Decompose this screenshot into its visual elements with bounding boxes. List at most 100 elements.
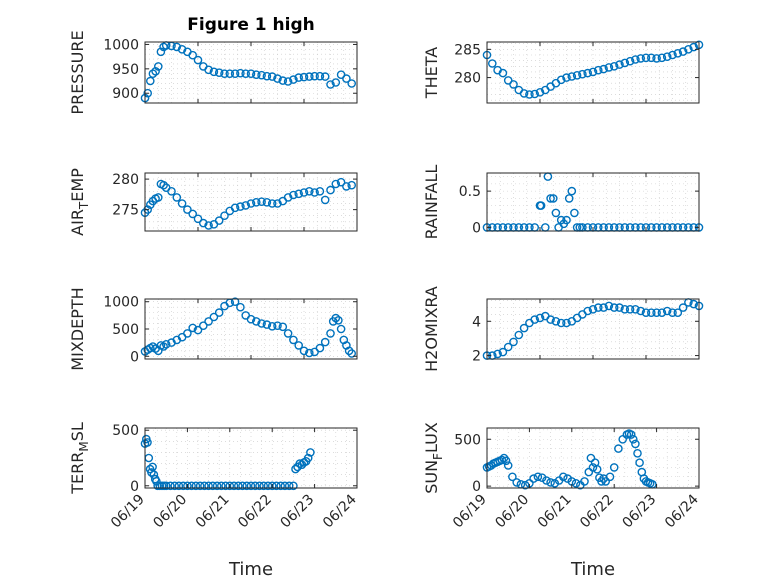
data-point <box>629 434 638 444</box>
data-point <box>250 481 260 491</box>
data-point <box>562 318 571 328</box>
data-point <box>233 481 243 491</box>
data-point <box>326 329 335 338</box>
y-axis-label: RAINFALL <box>422 165 441 240</box>
data-point <box>278 76 288 85</box>
data-point <box>514 330 524 340</box>
data-point <box>501 456 511 466</box>
data-point <box>508 472 517 482</box>
data-point <box>535 313 545 323</box>
data-point <box>586 453 596 463</box>
data-point <box>172 193 182 202</box>
y-tick-label: 1000 <box>103 37 139 53</box>
data-point <box>153 62 163 71</box>
data-point <box>148 69 158 78</box>
y-tick-label: 0 <box>130 349 139 365</box>
data-point <box>214 68 224 77</box>
data-point <box>143 205 152 214</box>
data-point <box>631 439 640 449</box>
data-point <box>204 481 213 491</box>
data-point <box>159 180 168 190</box>
data-point <box>225 481 235 491</box>
data-point <box>512 478 522 487</box>
data-point <box>594 303 603 312</box>
data-point <box>193 325 203 335</box>
data-point <box>153 193 163 202</box>
data-point <box>212 481 222 491</box>
data-point <box>647 53 656 63</box>
data-point <box>498 347 508 357</box>
data-point <box>315 343 325 353</box>
x-tick-label: 06/23 <box>278 492 318 532</box>
data-point <box>161 339 171 349</box>
data-point <box>347 349 357 358</box>
data-point <box>220 211 229 220</box>
data-point <box>289 75 298 84</box>
data-point <box>546 315 555 324</box>
data-point <box>273 199 282 208</box>
data-point <box>303 453 313 463</box>
series-mixdepth <box>140 297 357 358</box>
y-tick-label: 950 <box>112 62 139 78</box>
y-tick-label: 0 <box>472 220 481 236</box>
data-point <box>546 478 555 487</box>
data-point <box>251 197 261 207</box>
data-point <box>331 78 341 87</box>
data-point <box>161 481 171 491</box>
data-point <box>214 216 224 225</box>
data-point <box>509 337 518 347</box>
data-point <box>198 321 208 331</box>
data-point <box>174 481 184 491</box>
y-tick-label: 2 <box>472 349 481 365</box>
y-axis-label: TERRMSL <box>68 422 91 495</box>
axes-box-terr_msl <box>144 427 358 489</box>
data-point <box>551 208 561 218</box>
data-point <box>289 190 298 200</box>
x-tick-label: 06/21 <box>193 492 233 532</box>
data-point <box>519 89 529 98</box>
data-point <box>283 329 293 338</box>
data-point <box>242 481 252 491</box>
data-point <box>216 481 226 491</box>
data-point <box>594 65 603 75</box>
data-point <box>204 221 213 230</box>
data-point <box>689 299 699 309</box>
data-point <box>267 199 277 208</box>
panel-h2omixra: 2 4 H2OMIXRA <box>422 286 704 372</box>
x-tick-label: 06/22 <box>235 492 275 532</box>
y-axis-label: SUNFLUX <box>422 422 445 494</box>
data-point <box>331 179 341 189</box>
y-tick-label: 0 <box>472 479 481 495</box>
data-point <box>625 56 635 66</box>
axes-box-sun_flux <box>486 427 700 489</box>
y-tick-label: 285 <box>454 42 481 58</box>
data-point <box>519 323 529 333</box>
data-point <box>178 481 188 491</box>
panel-pressure: 900 950 1000 PRESSURE <box>68 30 358 115</box>
data-point <box>567 186 577 196</box>
data-point <box>604 301 614 311</box>
data-point <box>188 323 197 333</box>
grid-h2omixra <box>486 299 700 359</box>
data-point <box>230 297 240 307</box>
y-tick-label: 4 <box>472 314 481 330</box>
data-point <box>306 448 315 457</box>
data-point <box>263 481 273 491</box>
data-point <box>238 481 247 491</box>
data-point <box>533 472 543 482</box>
data-point <box>549 194 558 203</box>
data-point <box>614 444 623 453</box>
data-point <box>487 59 497 68</box>
data-point <box>326 80 335 89</box>
data-point <box>635 458 644 468</box>
data-point <box>588 304 598 314</box>
data-point <box>294 189 304 199</box>
panel-mixdepth: 0 500 1000 MIXDEPTH <box>68 287 358 371</box>
grid-rainfall <box>486 173 700 231</box>
data-point <box>605 472 615 482</box>
y-tick-label: 280 <box>454 71 481 87</box>
series-terr_msl <box>140 434 315 491</box>
data-point <box>336 324 346 334</box>
data-point <box>344 346 354 356</box>
data-point <box>620 58 630 68</box>
